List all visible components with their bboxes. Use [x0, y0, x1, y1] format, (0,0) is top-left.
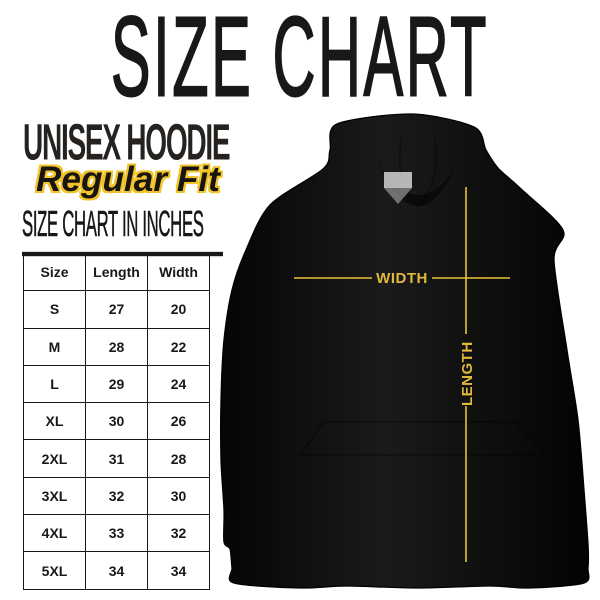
svg-text:LENGTH: LENGTH	[459, 341, 476, 406]
svg-text:WIDTH: WIDTH	[376, 270, 428, 287]
